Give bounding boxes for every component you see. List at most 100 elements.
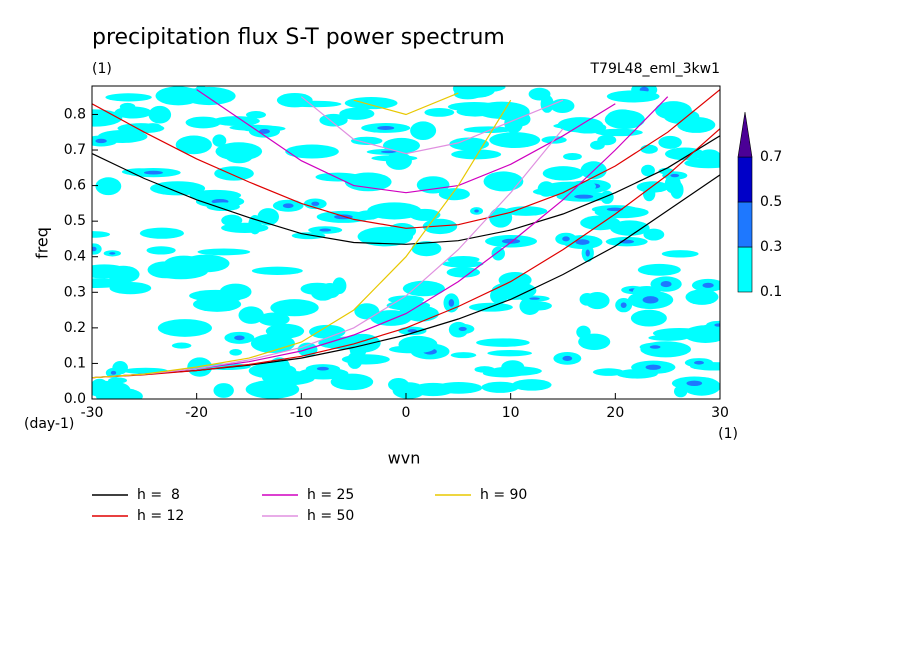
- contour-blob: [409, 208, 441, 221]
- contour-blob: [171, 342, 192, 349]
- curves: [92, 89, 720, 379]
- colorbar-label: 0.5: [760, 194, 782, 210]
- contour-blob: [450, 352, 477, 359]
- y-tick-label: 0.7: [64, 142, 86, 158]
- dispersion-curve: [92, 135, 720, 245]
- contour-blob: [142, 229, 181, 236]
- contour-blob: [481, 381, 519, 393]
- colorbar-cell: [737, 246, 753, 293]
- contour-blob: [585, 249, 590, 257]
- contour-blob: [660, 281, 672, 288]
- contour-blob: [661, 250, 699, 258]
- contour-blob: [344, 97, 398, 110]
- contour-blob: [476, 338, 530, 347]
- contour-blob: [245, 380, 300, 399]
- x-axis-label: wvn: [388, 449, 421, 468]
- contour-blob: [463, 126, 514, 133]
- y-tick-label: 0.8: [64, 106, 86, 122]
- contour-blob: [105, 93, 152, 102]
- contour-blob: [590, 140, 605, 150]
- x-tick-label: -10: [290, 405, 313, 421]
- colorbar-cell: [737, 201, 753, 248]
- subtitle-right: T79L48_eml_3kw1: [590, 61, 721, 77]
- contour-blob: [470, 86, 506, 92]
- contour-blob: [576, 325, 591, 339]
- colorbar-label: 0.3: [760, 239, 782, 255]
- contour-blob: [563, 152, 582, 161]
- contour-blob: [332, 277, 347, 295]
- contour-blob: [92, 246, 97, 252]
- contour-blob: [487, 350, 533, 357]
- contour-blob: [575, 239, 590, 245]
- legend-label: h = 50: [307, 508, 354, 524]
- contour-blob: [655, 101, 692, 120]
- contour-blob: [259, 128, 270, 134]
- contour-blob: [438, 188, 470, 201]
- contour-blob: [474, 209, 479, 213]
- chart-title: precipitation flux S-T power spectrum: [92, 25, 505, 50]
- contour-blob: [641, 164, 655, 177]
- contour-blob: [238, 306, 264, 324]
- contour-blob: [143, 170, 163, 175]
- legend-label: h = 90: [480, 487, 527, 503]
- contour-blob: [448, 299, 455, 307]
- contour-blob: [498, 271, 532, 289]
- contour-blob: [213, 383, 234, 398]
- y-tick-label: 0.5: [64, 213, 86, 229]
- contour-blob: [148, 105, 172, 124]
- contour-blob: [648, 334, 688, 341]
- contour-blob: [219, 283, 252, 301]
- contour-blob: [411, 241, 442, 257]
- dispersion-curve: [92, 89, 720, 229]
- contour-blob: [694, 360, 704, 365]
- contour-blob: [315, 172, 361, 182]
- contour-blob: [568, 180, 596, 193]
- y-axis-label: freq: [33, 227, 52, 259]
- contour-blob: [119, 102, 136, 111]
- contour-blob: [685, 289, 719, 305]
- contour-blob: [175, 135, 212, 155]
- contour-blob: [643, 228, 665, 241]
- contour-blob: [285, 144, 339, 159]
- contour-blob: [258, 312, 290, 327]
- contour-blob: [380, 150, 397, 154]
- contour-blob: [645, 364, 662, 370]
- contour-blob: [449, 137, 490, 151]
- contour-blob: [529, 297, 540, 300]
- contour-blob: [357, 226, 414, 247]
- contour-blob: [600, 190, 614, 204]
- contour-blob: [157, 319, 212, 337]
- contour-blob: [446, 267, 481, 278]
- contour-blob: [620, 302, 627, 309]
- contour-blob: [109, 252, 116, 255]
- contour-blob: [193, 296, 242, 312]
- contour-blob: [370, 310, 412, 326]
- contour-blob: [117, 123, 165, 134]
- contour-blob: [187, 357, 213, 377]
- dispersion-curve: [92, 128, 720, 379]
- x-tick-label: -20: [185, 405, 208, 421]
- contour-blob: [686, 380, 703, 387]
- contour-blob: [537, 181, 555, 197]
- y-tick-label: 0.4: [64, 249, 86, 265]
- x-tick-label: 0: [402, 405, 411, 421]
- contour-blob: [282, 203, 294, 209]
- y-tick-label: 0.2: [64, 320, 86, 336]
- contour-blob: [630, 309, 667, 327]
- contour-blob: [609, 220, 650, 236]
- contour-blob: [451, 149, 502, 160]
- colorbar-label: 0.1: [760, 284, 782, 300]
- contour-blob: [637, 263, 681, 276]
- contour-blob: [388, 378, 409, 392]
- contour-blob: [92, 243, 102, 255]
- legend-label: h = 25: [307, 487, 354, 503]
- contour-blob: [604, 110, 645, 130]
- contour-blob: [574, 194, 594, 199]
- contour-blob: [447, 255, 480, 264]
- contour-blob: [684, 158, 720, 169]
- dispersion-curve: [300, 96, 564, 155]
- dispersion-curve: [196, 89, 616, 194]
- contour-blob: [287, 100, 342, 108]
- contour-blob: [95, 138, 107, 144]
- contour-blob: [458, 326, 467, 331]
